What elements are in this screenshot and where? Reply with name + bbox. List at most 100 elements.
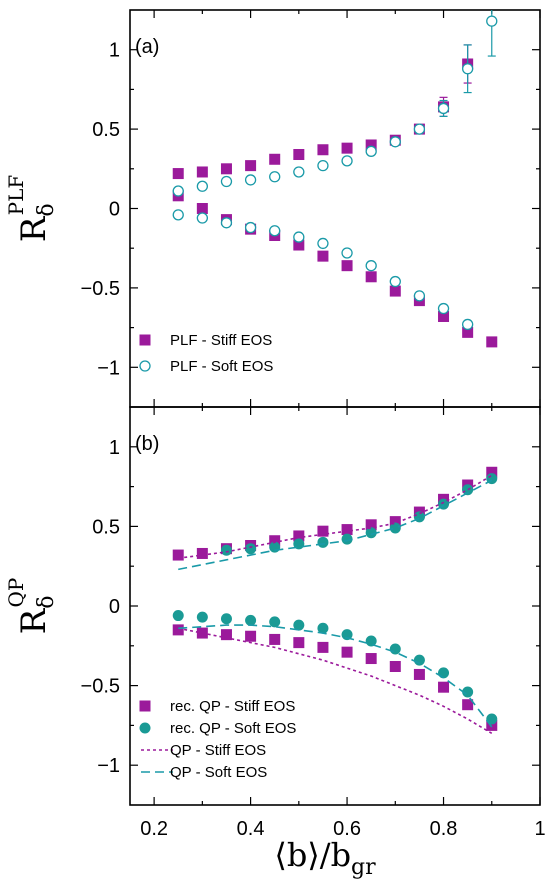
panel-b: 1 0.5 0 −0.5 −1 0.2 0.4 0.6 0.8 1 (b) Rδ QP ⟨b⟩/bgr re…	[4, 406, 546, 880]
data-point	[220, 163, 232, 175]
data-point	[341, 155, 353, 167]
data-point	[365, 519, 377, 531]
data-point	[196, 611, 208, 623]
data-point	[172, 185, 184, 197]
y-axis-title-sub: δ	[34, 203, 59, 216]
data-point	[172, 624, 184, 636]
data-point	[365, 527, 377, 539]
data-point	[220, 175, 233, 188]
y-axis-title-main: R	[14, 607, 54, 634]
y-axis-title: Rδ QP	[4, 578, 59, 635]
y-tick-label: 0	[109, 199, 120, 221]
data-point	[172, 209, 184, 221]
legend-marker	[139, 722, 151, 734]
data-point	[172, 610, 184, 622]
data-point	[413, 668, 425, 680]
data-point	[245, 614, 257, 626]
data-point	[293, 619, 305, 631]
data-point	[269, 616, 281, 628]
data-point	[220, 217, 233, 229]
data-point	[317, 250, 329, 262]
data-point	[269, 535, 281, 547]
data-point	[293, 530, 305, 542]
data-point	[486, 15, 498, 27]
data-point	[293, 149, 305, 161]
data-point	[317, 159, 329, 172]
legend-entry: rec. QP - Soft EOS	[139, 720, 296, 737]
series-3	[178, 474, 493, 735]
legend-label: PLF - Soft EOS	[170, 358, 273, 375]
x-tick-label: 0.4	[237, 818, 265, 840]
data-point	[196, 180, 209, 192]
data-point	[293, 166, 305, 178]
legend-entry: QP - Stiff EOS	[141, 742, 266, 759]
data-point	[413, 290, 426, 302]
y-tick-label: −1	[97, 755, 120, 777]
data-point	[462, 326, 474, 338]
x-tick-label: 1	[534, 818, 545, 840]
data-point	[389, 522, 401, 534]
panel-label: (a)	[135, 36, 159, 58]
data-point	[196, 547, 208, 559]
data-point	[196, 166, 208, 178]
data-point	[341, 629, 353, 641]
data-point	[220, 613, 232, 625]
data-point	[461, 318, 474, 331]
data-point	[293, 637, 305, 649]
data-point	[269, 171, 281, 183]
legend-marker	[139, 334, 151, 346]
data-point	[438, 310, 450, 322]
data-point	[486, 336, 498, 348]
data-point	[196, 212, 209, 224]
data-point	[244, 174, 257, 186]
data-point	[389, 660, 401, 672]
data-point	[389, 516, 401, 528]
y-axis-title-sup: PLF	[4, 175, 28, 216]
data-point	[293, 239, 305, 251]
series-1	[172, 44, 498, 348]
x-tick-label: 0.6	[333, 818, 361, 840]
data-point	[244, 221, 257, 234]
data-point	[317, 641, 329, 653]
panel-label: (b)	[135, 433, 159, 455]
data-point	[317, 536, 329, 548]
data-point	[317, 525, 329, 537]
legend-entry: QP - Soft EOS	[141, 764, 267, 781]
y-axis-title: Rδ PLF	[4, 175, 59, 243]
data-point	[269, 633, 281, 645]
data-point	[365, 653, 377, 665]
y-axis-title-sup: QP	[4, 578, 28, 608]
plot-area	[172, 466, 498, 735]
y-tick-label: 1	[109, 437, 120, 459]
y-tick-label: 0	[109, 596, 120, 618]
legend-entry: PLF - Soft EOS	[139, 358, 273, 375]
data-point	[365, 260, 377, 272]
data-point	[220, 629, 232, 641]
x-tick-label: 0.2	[140, 818, 168, 840]
data-point	[365, 635, 377, 647]
data-point	[389, 643, 401, 655]
data-point	[389, 136, 401, 148]
data-point	[461, 63, 474, 75]
data-point	[341, 142, 353, 154]
series-2	[172, 10, 498, 331]
legend-marker	[139, 700, 151, 712]
series-line	[178, 474, 493, 560]
legend-label: QP - Soft EOS	[170, 764, 267, 781]
data-point	[341, 260, 353, 272]
plot-area	[172, 10, 498, 348]
data-point	[438, 681, 450, 693]
data-point	[389, 275, 401, 288]
data-point	[389, 285, 401, 297]
data-point	[462, 699, 474, 711]
data-point	[341, 646, 353, 658]
y-tick-label: 1	[109, 40, 120, 62]
legend-label: rec. QP - Soft EOS	[170, 720, 296, 737]
data-point	[462, 484, 474, 496]
y-axis-title-main: R	[14, 215, 54, 242]
y-tick-label: −1	[97, 357, 120, 379]
data-point	[245, 160, 257, 172]
x-tick-label: 0.8	[430, 818, 458, 840]
y-tick-label: −0.5	[81, 676, 120, 698]
